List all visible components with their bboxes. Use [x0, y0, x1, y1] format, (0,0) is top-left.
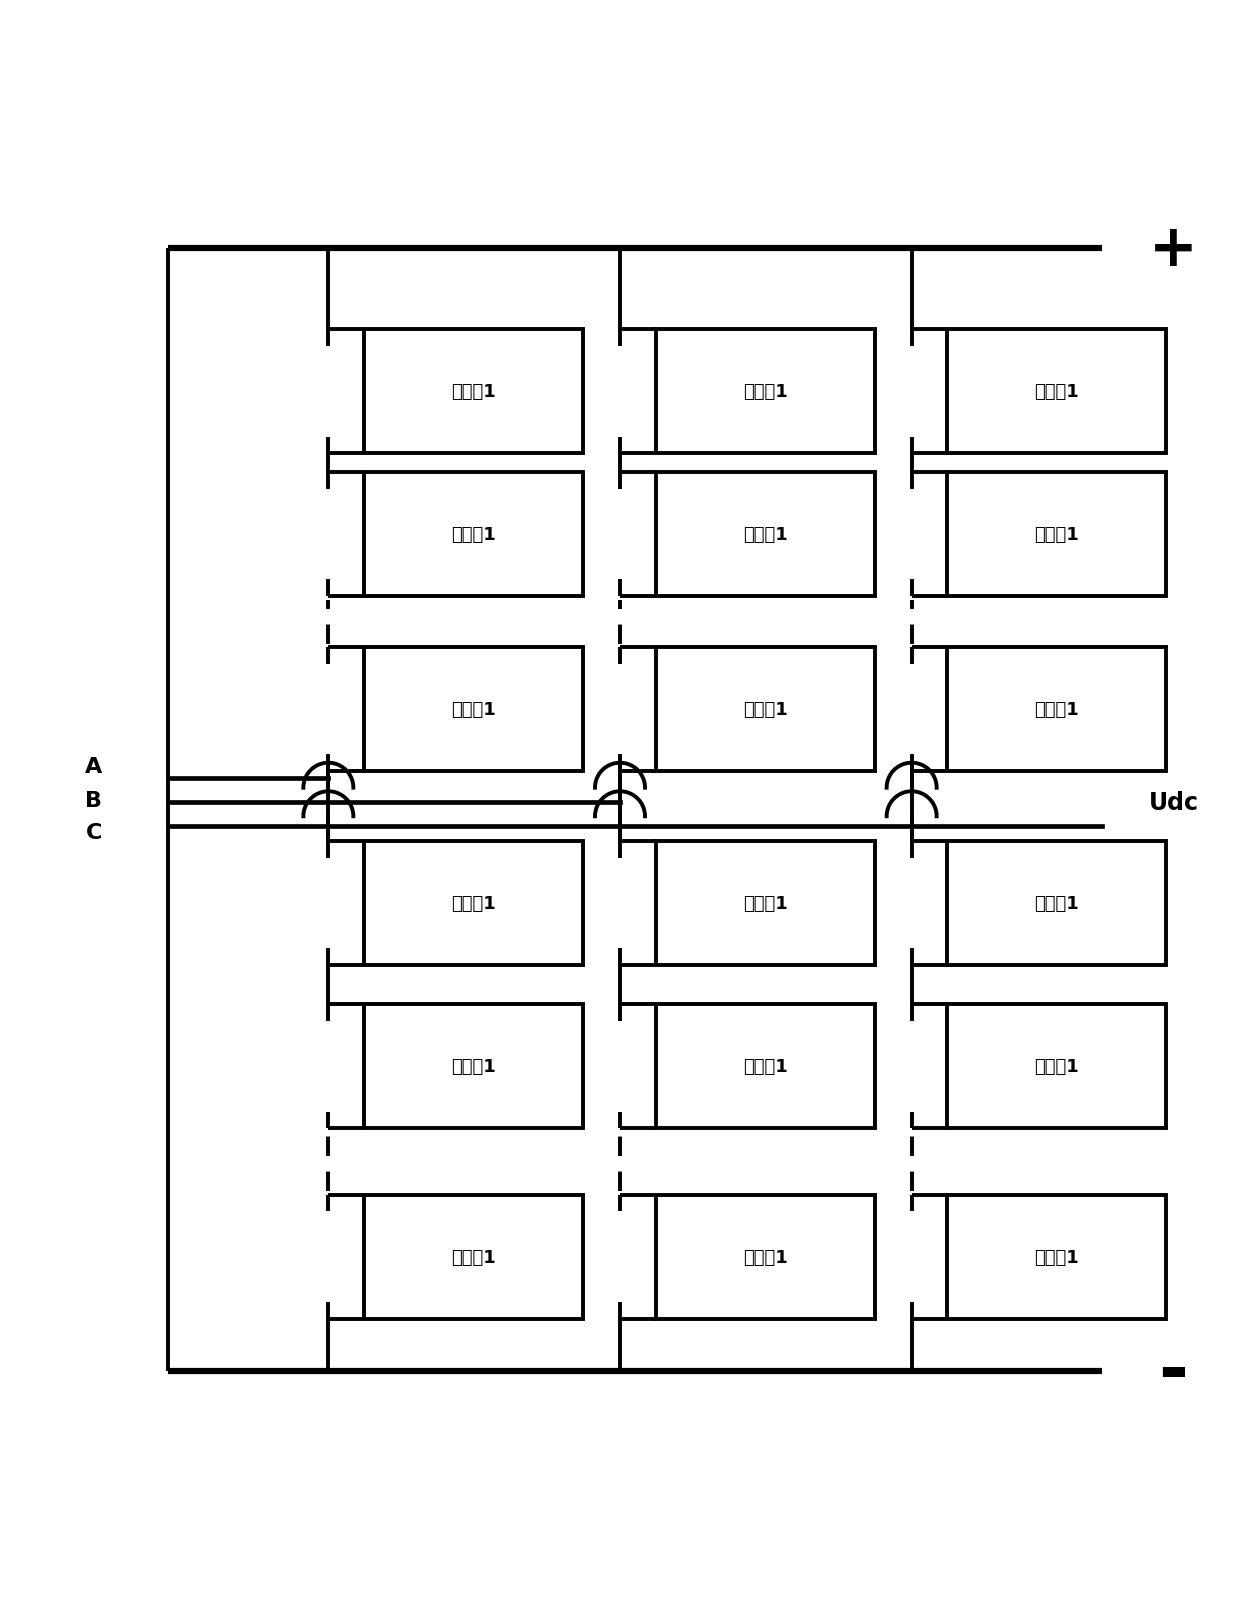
Text: 子模兗1: 子模兗1	[743, 701, 787, 719]
Text: 子模兗1: 子模兗1	[451, 384, 496, 401]
Text: 子模兗1: 子模兗1	[1034, 1058, 1079, 1075]
Text: 子模兗1: 子模兗1	[743, 894, 787, 913]
Text: 子模兗1: 子模兗1	[1034, 701, 1079, 719]
Text: -: -	[1158, 1337, 1188, 1406]
Text: Udc: Udc	[1148, 791, 1199, 814]
Text: 子模兗1: 子模兗1	[743, 384, 787, 401]
Bar	[365, 841, 583, 966]
Bar	[365, 1005, 583, 1128]
Text: 子模兗1: 子模兗1	[743, 1249, 787, 1266]
Bar	[947, 1196, 1167, 1319]
Bar	[656, 648, 874, 772]
Text: 子模兗1: 子模兗1	[1034, 384, 1079, 401]
Bar	[656, 1005, 874, 1128]
Bar	[656, 841, 874, 966]
Text: A: A	[84, 758, 102, 777]
Bar	[365, 1196, 583, 1319]
Bar	[365, 648, 583, 772]
Bar	[947, 473, 1167, 597]
Bar	[947, 331, 1167, 454]
Bar	[365, 473, 583, 597]
Bar	[656, 1196, 874, 1319]
Text: C: C	[86, 822, 102, 843]
Bar	[947, 648, 1167, 772]
Text: 子模兗1: 子模兗1	[451, 526, 496, 544]
Text: 子模兗1: 子模兗1	[1034, 894, 1079, 913]
Bar	[365, 331, 583, 454]
Bar	[947, 1005, 1167, 1128]
Text: 子模兗1: 子模兗1	[1034, 526, 1079, 544]
Text: 子模兗1: 子模兗1	[451, 1249, 496, 1266]
Text: +: +	[1149, 221, 1198, 278]
Text: 子模兗1: 子模兗1	[1034, 1249, 1079, 1266]
Text: 子模兗1: 子模兗1	[743, 526, 787, 544]
Text: 子模兗1: 子模兗1	[451, 701, 496, 719]
Text: B: B	[86, 790, 102, 811]
Text: 子模兗1: 子模兗1	[451, 894, 496, 913]
Bar	[947, 841, 1167, 966]
Bar	[656, 473, 874, 597]
Text: 子模兗1: 子模兗1	[451, 1058, 496, 1075]
Text: 子模兗1: 子模兗1	[743, 1058, 787, 1075]
Bar	[656, 331, 874, 454]
